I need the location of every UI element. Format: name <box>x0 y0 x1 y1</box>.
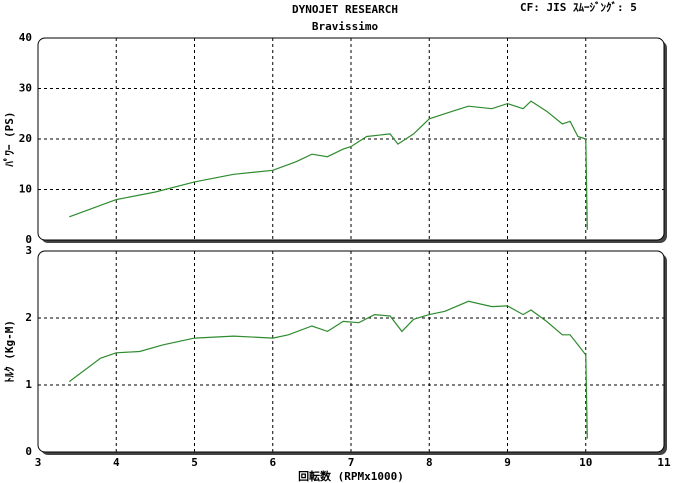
y-tick-label: 40 <box>19 31 32 44</box>
y-tick-label: 2 <box>25 311 32 324</box>
data-line <box>69 100 588 230</box>
chart-subtitle: Bravissimo <box>312 20 379 33</box>
x-tick-label: 9 <box>504 456 511 469</box>
y-tick-label: 1 <box>25 378 32 391</box>
y-axis-label: ﾄﾙｸ (Kg-M) <box>3 320 16 383</box>
x-tick-label: 5 <box>191 456 198 469</box>
x-tick-label: 8 <box>426 456 433 469</box>
y-tick-label: 0 <box>25 445 32 458</box>
settings-label: CF: JIS ｽﾑｰｼﾞﾝｸﾞ: 5 <box>520 0 637 14</box>
y-tick-label: 3 <box>25 244 32 257</box>
x-tick-label: 3 <box>35 456 42 469</box>
y-axis-label: ﾊﾟﾜｰ (PS) <box>2 111 16 167</box>
x-tick-label: 10 <box>579 456 592 469</box>
data-line <box>68 300 588 439</box>
y-tick-label: 0 <box>25 233 32 246</box>
y-tick-label: 20 <box>19 132 32 145</box>
x-tick-label: 6 <box>269 456 276 469</box>
x-tick-label: 7 <box>348 456 355 469</box>
x-axis-label: 回転数 (RPMx1000) <box>298 469 404 483</box>
chart-title: DYNOJET RESEARCH <box>292 3 398 16</box>
x-tick-label: 11 <box>657 456 671 469</box>
y-tick-label: 10 <box>19 183 32 196</box>
x-tick-label: 4 <box>113 456 120 469</box>
y-tick-label: 30 <box>19 82 32 95</box>
